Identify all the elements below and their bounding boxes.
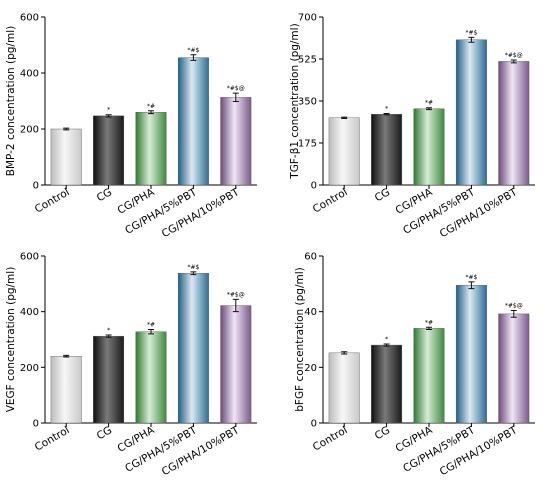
bar-cg-pha-5-pbt [455,285,487,424]
y-tick-label: 20 [304,363,317,374]
significance-marker: * [385,336,388,343]
error-bar [468,36,475,43]
error-bar [383,343,390,347]
significance-marker: *# [147,103,155,110]
bar-control [50,128,82,186]
error-bar [190,54,197,61]
bar-cg-pha [135,331,167,424]
significance-marker: * [385,105,388,112]
significance-marker: *#$ [187,47,199,54]
error-bar [510,59,517,64]
bar-cg-pha-5-pbt [455,39,487,186]
y-axis-label: TGF-β1 concentration (pg/ml) [289,23,301,179]
error-bar [426,107,432,111]
error-bar [468,281,475,290]
y-tick-label: 525 [298,55,317,66]
bar-cg-pha-5-pbt [177,273,209,424]
y-tick-label: 0 [33,419,39,430]
error-bar [510,310,517,318]
x-category-label: CG/PHA/10%PBT [438,424,520,478]
significance-marker: *#$@ [227,291,245,298]
error-bar [232,92,239,103]
y-tick-label: 0 [33,181,39,192]
y-tick-label: 700 [298,13,317,24]
bar-cg-pha-10-pbt [220,305,252,424]
y-tick-label: 400 [20,69,39,80]
y-tick-label: 0 [311,181,317,192]
error-bar [148,110,154,115]
significance-marker: *#$ [465,274,477,281]
error-bar [341,116,348,120]
bar-cg [93,115,125,186]
bar-control [328,352,360,424]
x-category-label: CG/PHA/10%PBT [438,186,520,240]
y-axis-label: VEGF concentration (pg/ml) [5,267,17,413]
error-bar [63,354,70,358]
bar-cg-pha-10-pbt [498,61,530,186]
y-tick-label: 350 [298,97,317,108]
bar-cg [93,335,125,424]
x-category-label: CG [373,186,392,204]
significance-marker: * [107,107,110,114]
bar-control [328,117,360,186]
bar-cg-pha-10-pbt [220,97,252,186]
bar-cg [371,344,403,424]
y-tick-label: 400 [20,307,39,318]
error-bar [383,112,390,116]
x-category-label: CG/PHA/10%PBT [160,424,242,478]
significance-marker: *# [425,100,433,107]
significance-marker: *#$ [465,29,477,36]
significance-marker: * [107,327,110,334]
bar-cg-pha-5-pbt [177,57,209,186]
significance-marker: *#$ [187,264,199,271]
x-category-label: CG [373,424,392,442]
significance-marker: *# [147,321,155,328]
error-bar [426,326,432,330]
bar-cg-pha [413,328,445,424]
significance-marker: *#$@ [505,303,523,310]
error-bar [105,114,112,118]
y-tick-label: 600 [20,252,39,263]
error-bar [148,328,154,335]
error-bar [105,334,112,338]
error-bar [232,298,239,313]
y-tick-label: 175 [298,139,317,150]
bar-cg [371,113,403,186]
x-category-label: CG [95,424,114,442]
significance-marker: *#$@ [227,85,245,92]
y-tick-label: 600 [20,13,39,24]
y-tick-label: 60 [304,252,317,263]
bar-cg-pha [135,111,167,186]
error-bar [63,127,70,131]
error-bar [190,271,197,276]
significance-marker: *#$@ [505,52,523,59]
bar-control [50,356,82,424]
y-tick-label: 200 [20,125,39,136]
y-axis-label: bFGF concentration (pg/ml) [294,267,306,411]
x-category-label: CG [95,186,114,204]
y-tick-label: 40 [304,307,317,318]
significance-marker: *# [425,319,433,326]
y-axis-label: BMP-2 concentration (pg/ml) [5,26,17,176]
x-category-label: CG/PHA/10%PBT [160,186,242,240]
bar-cg-pha [413,108,445,186]
error-bar [341,351,348,355]
bar-cg-pha-10-pbt [498,313,530,424]
y-tick-label: 0 [311,419,317,430]
y-tick-label: 200 [20,363,39,374]
